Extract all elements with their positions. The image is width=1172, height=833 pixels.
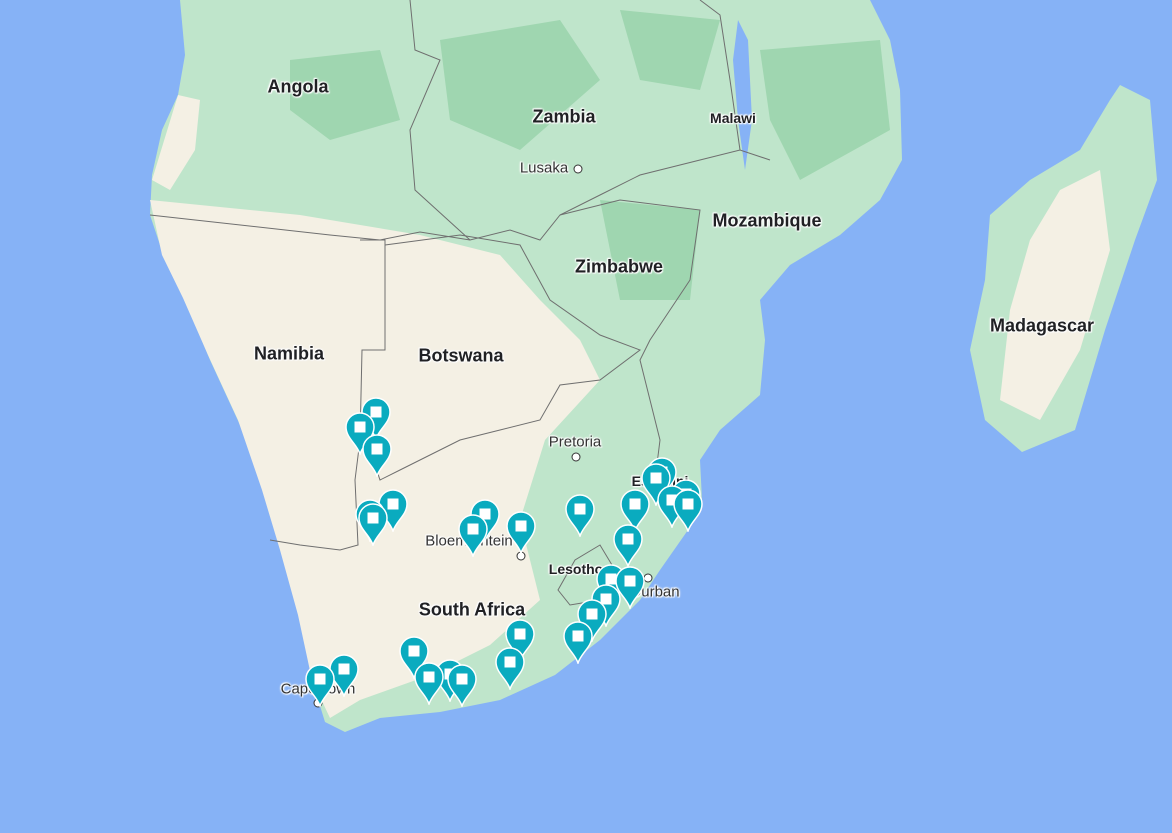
map-pin-square-icon: [358, 503, 388, 548]
map-pin-square-icon: [620, 489, 650, 534]
label-zimbabwe: Zimbabwe: [574, 256, 664, 277]
label-south-africa: South Africa: [418, 599, 526, 620]
map-pin-square-icon: [565, 494, 595, 539]
map-pin-square-icon: [673, 489, 703, 534]
map-pin-square-icon: [505, 619, 535, 664]
label-madagascar: Madagascar: [989, 315, 1095, 336]
label-lusaka: Lusaka: [519, 159, 569, 177]
forest-patches: [290, 10, 890, 300]
map-pin-square-icon: [458, 514, 488, 559]
map-marker[interactable]: [361, 433, 393, 479]
map-pin-square-icon: [399, 636, 429, 681]
map-pin-square-icon: [414, 662, 444, 707]
map-marker[interactable]: [672, 488, 704, 534]
map-marker[interactable]: [612, 523, 644, 569]
label-botswana: Botswana: [418, 345, 504, 366]
madagascar-highlands: [1000, 170, 1110, 420]
label-pretoria: Pretoria: [548, 433, 602, 451]
map-pin-square-icon: [613, 524, 643, 569]
map-marker[interactable]: [413, 661, 445, 707]
map-marker[interactable]: [357, 502, 389, 548]
label-angola: Angola: [267, 76, 329, 97]
label-malawi: Malawi: [710, 110, 756, 126]
map-marker[interactable]: [619, 488, 651, 534]
map-marker[interactable]: [504, 618, 536, 664]
label-mozambique: Mozambique: [712, 210, 822, 231]
map-pin-square-icon: [495, 647, 525, 692]
map-pin-square-icon: [362, 434, 392, 479]
map-marker[interactable]: [457, 513, 489, 559]
label-namibia: Namibia: [253, 343, 325, 364]
map-pin-square-icon: [563, 621, 593, 666]
label-zambia: Zambia: [532, 106, 596, 127]
map-marker[interactable]: [398, 635, 430, 681]
map-pin-square-icon: [447, 664, 477, 709]
map-marker[interactable]: [494, 646, 526, 692]
map-marker[interactable]: [564, 493, 596, 539]
city-dot-pretoria: [571, 452, 581, 462]
label-lesotho: Lesotho: [548, 561, 604, 577]
map-marker[interactable]: [505, 510, 537, 556]
map-pin-square-icon: [506, 511, 536, 556]
map-marker[interactable]: [304, 663, 336, 709]
map-marker[interactable]: [614, 565, 646, 611]
city-dot-lusaka: [573, 164, 583, 174]
map-marker[interactable]: [446, 663, 478, 709]
map-pin-square-icon: [615, 566, 645, 611]
lake-malawi: [733, 20, 752, 170]
map-pin-square-icon: [305, 664, 335, 709]
map-marker[interactable]: [562, 620, 594, 666]
